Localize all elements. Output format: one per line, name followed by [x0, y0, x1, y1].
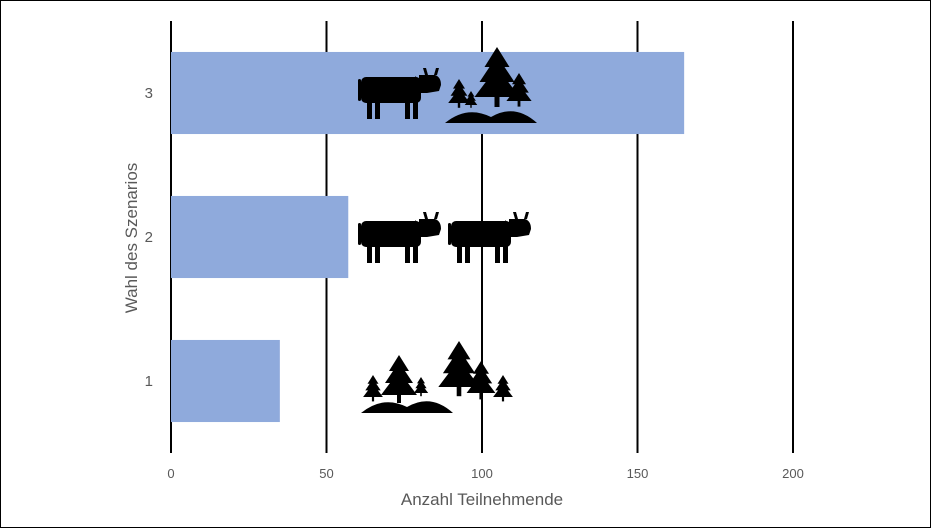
cow-icon — [448, 212, 531, 263]
forest-icon — [361, 341, 513, 413]
x-tick-label-0: 0 — [167, 466, 174, 481]
x-tick-label-50: 50 — [319, 466, 333, 481]
forest-icon — [445, 47, 537, 123]
axis-labels: 0 50 100 150 200 1 2 3 — [145, 85, 804, 481]
x-tick-label-100: 100 — [471, 466, 493, 481]
bars — [171, 51, 685, 423]
x-tick-label-200: 200 — [782, 466, 804, 481]
bar-scenario-3 — [171, 51, 685, 135]
cow-icon — [358, 212, 441, 263]
bar-icons — [358, 47, 537, 413]
y-tick-label-2: 2 — [145, 229, 153, 246]
bar-scenario-1 — [171, 339, 280, 423]
y-tick-label-1: 1 — [145, 373, 153, 390]
bar-scenario-2 — [171, 195, 349, 279]
y-tick-label-3: 3 — [145, 85, 153, 102]
x-axis-title: Anzahl Teilnehmende — [401, 490, 563, 509]
x-tick-label-150: 150 — [627, 466, 649, 481]
y-axis-title: Wahl des Szenarios — [122, 163, 141, 314]
